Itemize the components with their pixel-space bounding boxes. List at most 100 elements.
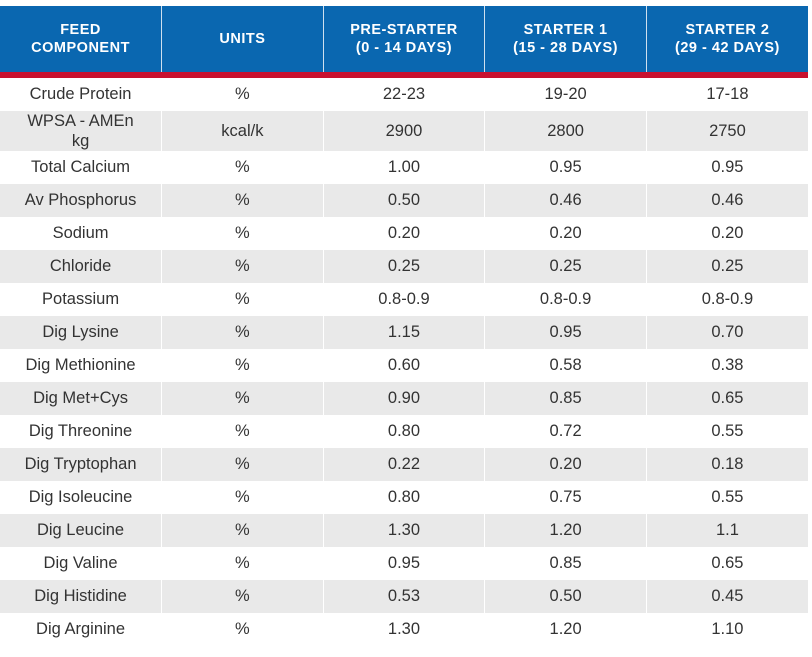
feed-component-cell: Dig Met+Cys	[0, 382, 162, 415]
starter-1-cell: 0.20	[484, 448, 647, 481]
starter-2-cell: 0.45	[645, 580, 808, 613]
starter-1-cell: 0.20	[484, 217, 647, 250]
units-cell: %	[161, 382, 324, 415]
pre-starter-cell: 1.30	[322, 514, 485, 547]
starter-2-cell: 0.55	[645, 415, 808, 448]
pre-starter-cell: 0.80	[322, 415, 485, 448]
table-row: Dig Met+Cys% 0.90 0.85 0.65	[0, 382, 808, 415]
pre-starter-cell: 2900	[322, 111, 485, 151]
header-feed-component-line2: COMPONENT	[31, 40, 130, 56]
header-row: FEED COMPONENT UNITS PRE-STARTER (0 - 14 D…	[0, 6, 808, 78]
pre-starter-cell: 22-23	[322, 75, 485, 111]
starter-2-cell: 0.95	[645, 151, 808, 184]
units-cell: %	[161, 580, 324, 613]
header-starter-2-line2: (29 - 42 DAYS)	[675, 40, 780, 56]
pre-starter-cell: 0.25	[322, 250, 485, 283]
header-pre-starter-line1: PRE-STARTER	[350, 22, 458, 38]
table-row: Dig Tryptophan% 0.22 0.20 0.18	[0, 448, 808, 481]
table-row: Dig Lysine% 1.15 0.95 0.70	[0, 316, 808, 349]
pre-starter-cell: 1.30	[322, 613, 485, 646]
starter-2-cell: 0.25	[645, 250, 808, 283]
starter-1-cell: 0.85	[484, 547, 647, 580]
starter-1-cell: 0.8-0.9	[484, 283, 647, 316]
header-starter-1: STARTER 1 (15 - 28 DAYS)	[484, 6, 647, 78]
feed-component-cell: Chloride	[0, 250, 162, 283]
header-pre-starter: PRE-STARTER (0 - 14 DAYS)	[322, 6, 485, 78]
units-cell: %	[161, 217, 324, 250]
header-feed-component: FEED COMPONENT	[0, 6, 162, 78]
starter-2-cell: 0.38	[645, 349, 808, 382]
table-row: Dig Arginine% 1.30 1.20 1.10	[0, 613, 808, 646]
starter-2-cell: 0.8-0.9	[645, 283, 808, 316]
starter-1-cell: 0.95	[484, 151, 647, 184]
header-pre-starter-line2: (0 - 14 DAYS)	[355, 40, 453, 56]
starter-1-cell: 1.20	[484, 514, 647, 547]
header-starter-2: STARTER 2 (29 - 42 DAYS)	[645, 6, 808, 78]
units-cell: kcal/k	[161, 111, 324, 151]
starter-2-cell: 0.70	[645, 316, 808, 349]
starter-1-cell: 0.25	[484, 250, 647, 283]
feed-component-cell: Dig Isoleucine	[0, 481, 162, 514]
feed-component-cell: Total Calcium	[0, 151, 162, 184]
starter-2-cell: 0.65	[645, 547, 808, 580]
pre-starter-cell: 0.53	[322, 580, 485, 613]
table-row: Sodium% 0.20 0.20 0.20	[0, 217, 808, 250]
feed-component-cell: Sodium	[0, 217, 162, 250]
feed-component-cell: Dig Threonine	[0, 415, 162, 448]
units-cell: %	[161, 283, 324, 316]
starter-2-cell: 0.46	[645, 184, 808, 217]
header-units: UNITS	[161, 6, 324, 78]
starter-1-cell: 0.50	[484, 580, 647, 613]
pre-starter-cell: 0.50	[322, 184, 485, 217]
table-row: Dig Leucine% 1.30 1.20 1.1	[0, 514, 808, 547]
units-cell: %	[161, 514, 324, 547]
feed-component-cell: Crude Protein	[0, 75, 162, 111]
table-header: FEED COMPONENT UNITS PRE-STARTER (0 - 14 D…	[0, 6, 808, 78]
table-row: Potassium% 0.8-0.9 0.8-0.9 0.8-0.9	[0, 283, 808, 316]
starter-2-cell: 0.20	[645, 217, 808, 250]
starter-1-cell: 0.58	[484, 349, 647, 382]
starter-2-cell: 1.1	[645, 514, 808, 547]
starter-2-cell: 0.18	[645, 448, 808, 481]
table-row: Dig Threonine% 0.80 0.72 0.55	[0, 415, 808, 448]
units-cell: %	[161, 547, 324, 580]
pre-starter-cell: 0.80	[322, 481, 485, 514]
starter-2-cell: 0.65	[645, 382, 808, 415]
units-cell: %	[161, 448, 324, 481]
feed-specification-table-wrapper: FEED COMPONENT UNITS PRE-STARTER (0 - 14 D…	[0, 6, 808, 646]
feed-component-cell: Dig Leucine	[0, 514, 162, 547]
table-row: Dig Methionine% 0.60 0.58 0.38	[0, 349, 808, 382]
table-row: Dig Valine% 0.95 0.85 0.65	[0, 547, 808, 580]
table-row: Crude Protein% 22-23 19-20 17-18	[0, 75, 808, 111]
starter-1-cell: 0.85	[484, 382, 647, 415]
units-cell: %	[161, 75, 324, 111]
pre-starter-cell: 0.20	[322, 217, 485, 250]
starter-1-cell: 19-20	[484, 75, 647, 111]
pre-starter-cell: 0.8-0.9	[322, 283, 485, 316]
starter-1-cell: 0.95	[484, 316, 647, 349]
feed-component-cell: Dig Histidine	[0, 580, 162, 613]
units-cell: %	[161, 184, 324, 217]
header-units-label: UNITS	[219, 31, 266, 47]
header-feed-component-line1: FEED	[60, 22, 101, 38]
table-row: Dig Histidine% 0.53 0.50 0.45	[0, 580, 808, 613]
starter-1-cell: 1.20	[484, 613, 647, 646]
units-cell: %	[161, 481, 324, 514]
feed-component-cell: WPSA - AMEn kg	[0, 111, 162, 151]
feed-component-cell: Dig Tryptophan	[0, 448, 162, 481]
feed-component-cell: Dig Valine	[0, 547, 162, 580]
units-cell: %	[161, 613, 324, 646]
table-body: Crude Protein% 22-23 19-20 17-18 WPSA - AMEn…	[0, 75, 808, 646]
starter-2-cell: 0.55	[645, 481, 808, 514]
starter-1-cell: 0.75	[484, 481, 647, 514]
units-cell: %	[161, 415, 324, 448]
feed-specification-table: FEED COMPONENT UNITS PRE-STARTER (0 - 14 D…	[0, 6, 808, 646]
starter-2-cell: 2750	[645, 111, 808, 151]
pre-starter-cell: 0.22	[322, 448, 485, 481]
pre-starter-cell: 0.95	[322, 547, 485, 580]
starter-1-cell: 2800	[484, 111, 647, 151]
pre-starter-cell: 0.60	[322, 349, 485, 382]
starter-2-cell: 17-18	[645, 75, 808, 111]
header-starter-2-line1: STARTER 2	[685, 22, 770, 38]
units-cell: %	[161, 349, 324, 382]
